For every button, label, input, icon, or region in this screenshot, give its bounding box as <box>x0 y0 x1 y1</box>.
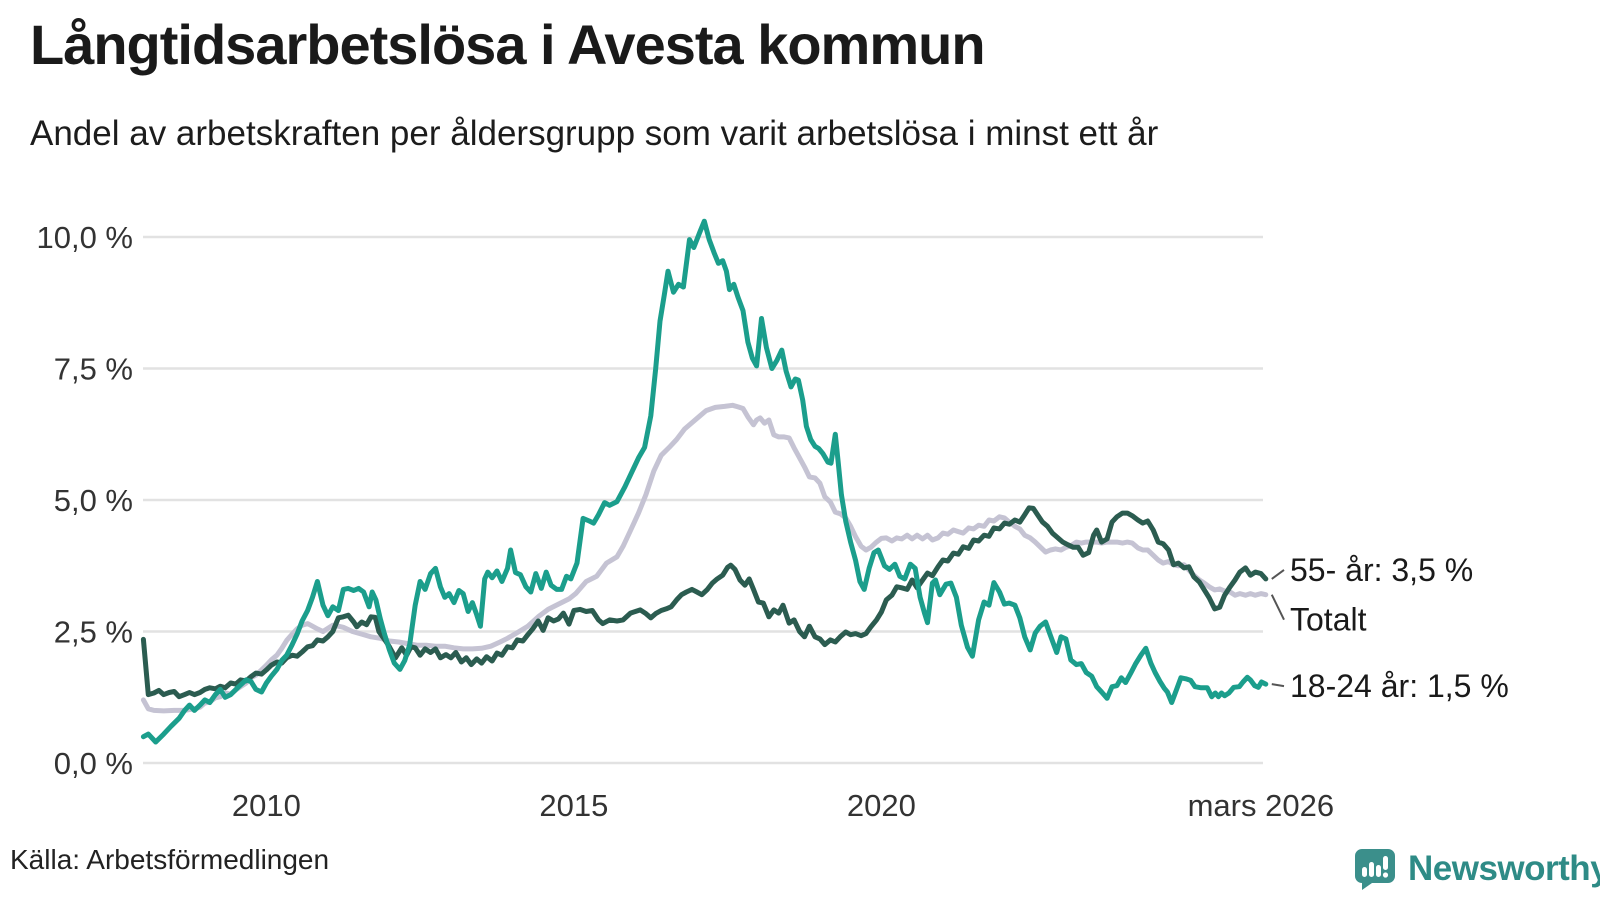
newsworthy-logo-icon <box>1355 849 1395 890</box>
logo-bar-2 <box>1369 862 1374 877</box>
label-connector-total <box>1270 594 1285 621</box>
x-tick-label: 2015 <box>539 788 608 823</box>
series-end-label-age_18_24: 18-24 år: 1,5 % <box>1290 668 1509 704</box>
x-tick-label: mars 2026 <box>1188 788 1334 823</box>
label-connector-age_18_24 <box>1271 683 1285 688</box>
newsworthy-logo: Newsworthy <box>1354 848 1600 890</box>
y-tick-label: 10,0 % <box>36 220 133 255</box>
logo-bar-1 <box>1362 867 1367 877</box>
x-tick-label: 2020 <box>847 788 916 823</box>
y-tick-label: 7,5 % <box>54 352 133 387</box>
series-line-total <box>140 402 1269 714</box>
newsworthy-logo-text: Newsworthy <box>1408 849 1600 888</box>
logo-bar-3 <box>1376 865 1381 877</box>
series-line-age_55 <box>140 505 1269 700</box>
label-connector-age_55 <box>1271 569 1285 580</box>
y-tick-label: 5,0 % <box>54 483 133 518</box>
page-subtitle: Andel av arbetskraften per åldersgrupp s… <box>30 114 1159 153</box>
logo-bubble-shape <box>1355 849 1395 890</box>
source-note: Källa: Arbetsförmedlingen <box>10 844 330 875</box>
page-title: Långtidsarbetslösa i Avesta kommun <box>30 13 986 76</box>
y-tick-label: 0,0 % <box>54 746 133 781</box>
series-line-age_18_24 <box>140 218 1269 745</box>
series-end-label-total: Totalt <box>1290 602 1367 638</box>
series-end-label-age_55: 55- år: 3,5 % <box>1290 552 1473 588</box>
logo-exclamation-dot <box>1382 872 1389 878</box>
logo-exclamation-bar <box>1383 856 1388 870</box>
x-tick-label: 2010 <box>232 788 301 823</box>
y-tick-label: 2,5 % <box>54 615 133 650</box>
